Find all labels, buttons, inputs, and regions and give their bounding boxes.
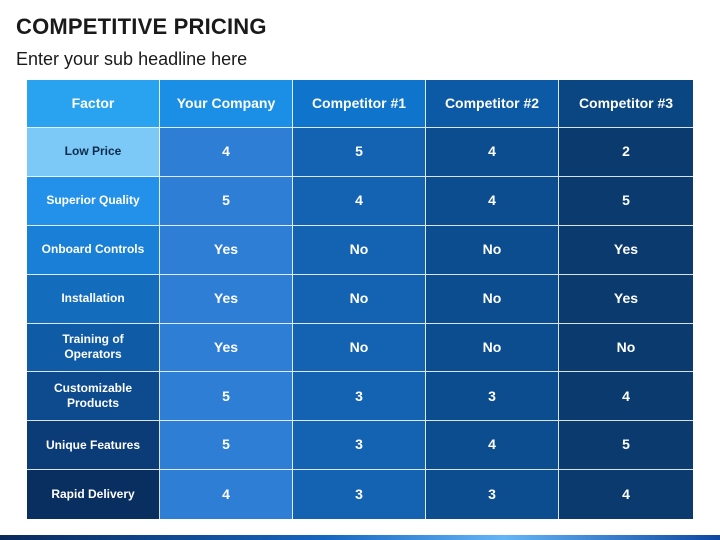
table-cell: 4 <box>426 176 559 226</box>
table-cell: 4 <box>426 421 559 471</box>
slide-title: COMPETITIVE PRICING <box>16 14 267 39</box>
table-cell: 5 <box>293 128 426 177</box>
table-cell: Yes <box>559 274 693 324</box>
table-cell: 4 <box>559 372 693 422</box>
factor-label: Low Price <box>27 128 160 177</box>
factor-label: Onboard Controls <box>27 225 160 275</box>
table-cell: 5 <box>559 176 693 226</box>
table-cell: 5 <box>559 421 693 471</box>
table-cell: 3 <box>293 372 426 422</box>
table-cell: 5 <box>160 176 293 226</box>
table-cell: 4 <box>160 470 293 519</box>
table-cell: Yes <box>160 225 293 275</box>
factor-label: Customizable Products <box>27 372 160 422</box>
factor-label: Training of Operators <box>27 323 160 373</box>
table-cell: 5 <box>160 372 293 422</box>
table-cell: 4 <box>293 176 426 226</box>
table-cell: 2 <box>559 128 693 177</box>
table-cell: Yes <box>160 323 293 373</box>
table-cell: 4 <box>160 128 293 177</box>
table-cell: 4 <box>426 128 559 177</box>
table-cell: Yes <box>559 225 693 275</box>
table-cell: 3 <box>293 470 426 519</box>
table-cell: No <box>293 274 426 324</box>
factor-label: Rapid Delivery <box>27 470 160 519</box>
table-cell: Yes <box>160 274 293 324</box>
slide-subtitle: Enter your sub headline here <box>16 49 248 69</box>
header-competitor-1: Competitor #1 <box>293 80 426 128</box>
table-cell: 3 <box>426 470 559 519</box>
table-cell: No <box>426 274 559 324</box>
factor-label: Unique Features <box>27 421 160 471</box>
table-cell: No <box>293 323 426 373</box>
comparison-table: Factor Your Company Competitor #1 Compet… <box>27 80 693 519</box>
table-cell: No <box>559 323 693 373</box>
factor-label: Superior Quality <box>27 176 160 226</box>
header-competitor-3: Competitor #3 <box>559 80 693 128</box>
table-cell: No <box>426 323 559 373</box>
factor-label: Installation <box>27 274 160 324</box>
decorative-bottom-bar <box>0 535 720 540</box>
header-competitor-2: Competitor #2 <box>426 80 559 128</box>
header-your-company: Your Company <box>160 80 293 128</box>
table-cell: 3 <box>293 421 426 471</box>
table-cell: 5 <box>160 421 293 471</box>
table-cell: 4 <box>559 470 693 519</box>
header-factor: Factor <box>27 80 160 128</box>
table-cell: 3 <box>426 372 559 422</box>
table-cell: No <box>293 225 426 275</box>
table-cell: No <box>426 225 559 275</box>
